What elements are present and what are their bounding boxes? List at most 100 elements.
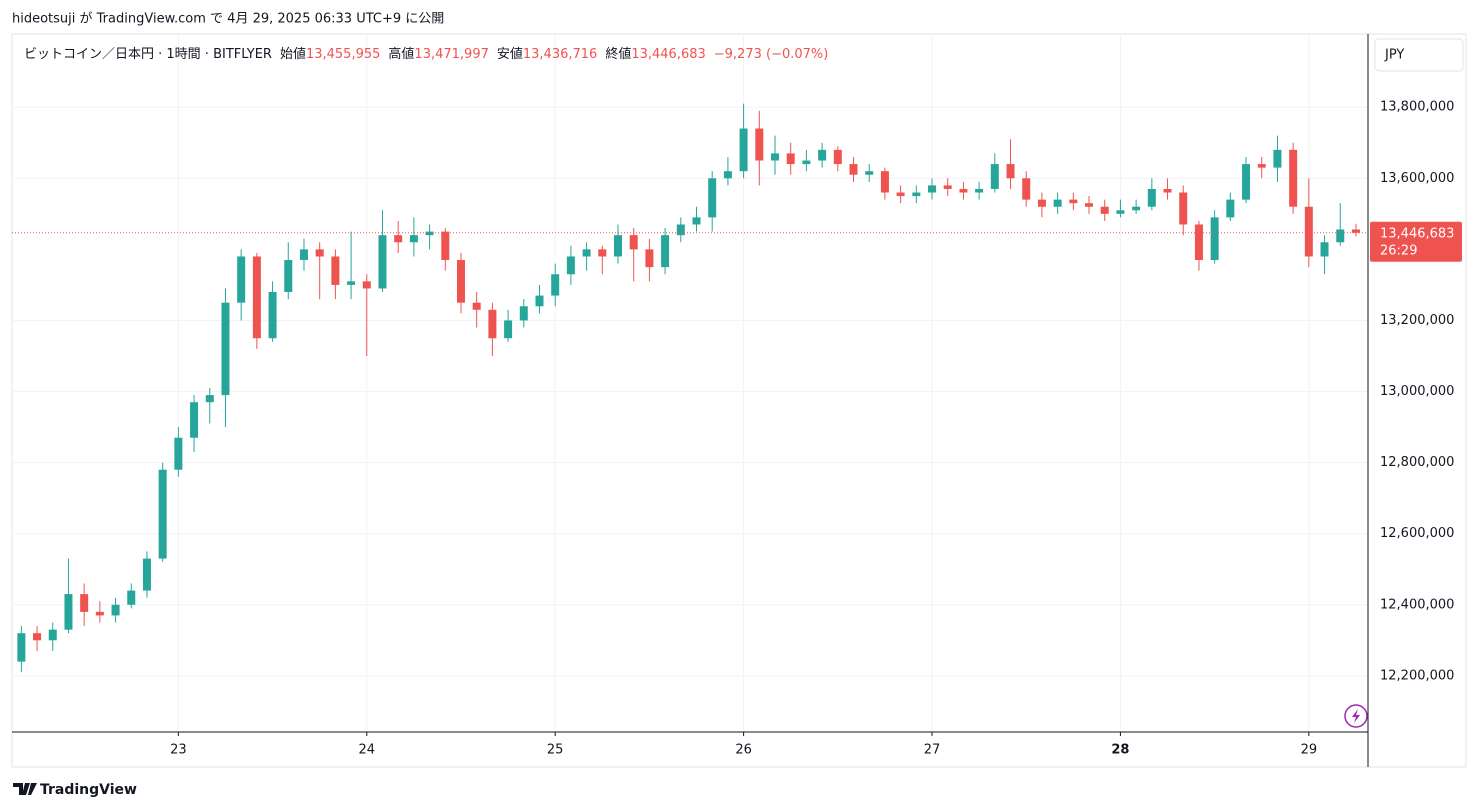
y-tick-label: 12,600,000 <box>1380 526 1454 541</box>
candle-body <box>362 281 371 289</box>
candle-body <box>1257 164 1266 168</box>
header-text: hideotsuji が TradingView.com で 4月 29, 20… <box>12 12 444 27</box>
candle-body <box>755 128 764 161</box>
candle-body <box>1022 178 1031 200</box>
candle-body <box>566 256 575 275</box>
candle-body <box>928 185 937 193</box>
change-value: −9,273 (−0.07%) <box>714 47 829 62</box>
candle-body <box>142 558 151 591</box>
candle-body <box>378 235 387 289</box>
ohlc-value: 13,471,997 <box>414 47 488 62</box>
candle-body <box>833 149 842 165</box>
ohlc-value: 13,436,716 <box>523 47 597 62</box>
candle-body <box>174 437 183 470</box>
x-tick-label: 25 <box>547 743 564 758</box>
candle-body <box>849 164 858 175</box>
candle-body <box>488 309 497 339</box>
candle-body <box>1006 164 1015 179</box>
candle-body <box>865 171 874 175</box>
candle-body <box>896 192 905 197</box>
candle-body <box>299 249 308 261</box>
candle-body <box>64 594 73 630</box>
x-tick-label: 27 <box>924 743 941 758</box>
candle-body <box>1069 199 1078 204</box>
x-tick-label: 29 <box>1301 743 1318 758</box>
ohlc-value: 13,446,683 <box>631 47 705 62</box>
ohlc-legend: ビットコイン／日本円 · 1時間 · BITFLYER 始値13,455,955 高… <box>24 46 828 62</box>
candle-body <box>1242 164 1251 200</box>
currency-button[interactable] <box>1374 38 1464 72</box>
candle-body <box>284 260 293 293</box>
ohlc-value: 13,455,955 <box>306 47 380 62</box>
candle-body <box>111 604 120 616</box>
candle-body <box>535 295 544 307</box>
candle-body <box>771 153 780 161</box>
chart-frame <box>11 33 1467 768</box>
candle-body <box>519 306 528 321</box>
candle-body <box>205 395 214 403</box>
candle-body <box>17 633 26 662</box>
candle-body <box>472 302 481 310</box>
x-tick-label: 28 <box>1111 743 1129 758</box>
y-tick-label: 13,000,000 <box>1380 384 1454 399</box>
y-tick-label: 12,800,000 <box>1380 455 1454 470</box>
candle-body <box>347 281 356 285</box>
candle-body <box>1179 192 1188 225</box>
candle-body <box>1336 229 1345 243</box>
ohlc-label: 始値 <box>280 46 306 62</box>
candle-body <box>943 185 952 189</box>
candle-body <box>1351 229 1360 233</box>
candle-body <box>582 249 591 257</box>
candle-body <box>394 235 403 243</box>
candle-body <box>818 149 827 161</box>
candle-body <box>1194 224 1203 261</box>
candle-body <box>456 260 465 303</box>
candle-body <box>221 302 230 396</box>
candle-body <box>1100 206 1109 214</box>
candle-body <box>1320 242 1329 257</box>
candle-body <box>80 594 89 612</box>
brand-logo <box>13 783 37 795</box>
candle-body <box>1132 206 1141 211</box>
candle-body <box>441 231 450 261</box>
y-tick-label: 12,200,000 <box>1380 668 1454 683</box>
ohlc-label: 安値 <box>497 46 523 62</box>
candle-body <box>1163 188 1172 193</box>
candle-body <box>1116 210 1125 214</box>
candle-body <box>1147 188 1156 207</box>
candle-body <box>1289 149 1298 207</box>
candle-body <box>1053 199 1062 207</box>
candle-body <box>1273 149 1282 168</box>
ohlc-label: 高値 <box>388 46 414 62</box>
ohlc-label: 終値 <box>605 46 631 62</box>
candle-body <box>48 629 57 641</box>
candle-body <box>708 178 717 218</box>
candle-body <box>315 249 324 257</box>
last-price-box <box>1370 221 1462 262</box>
overlay: 13,446,683 26:29 <box>12 221 1462 262</box>
x-tick-label: 26 <box>735 743 752 758</box>
candle-body <box>692 217 701 225</box>
candle-body <box>645 249 654 268</box>
x-tick-label: 23 <box>170 743 187 758</box>
y-tick-label: 13,800,000 <box>1380 100 1454 115</box>
candle-body <box>158 469 167 559</box>
candle-body <box>331 256 340 285</box>
y-tick-label: 12,400,000 <box>1380 597 1454 612</box>
y-tick-label: 13,200,000 <box>1380 313 1454 328</box>
candle-body <box>1304 206 1313 257</box>
candle-body <box>786 153 795 165</box>
candles <box>17 103 1360 673</box>
candle-body <box>723 171 732 179</box>
candle-body <box>551 274 560 296</box>
candle-body <box>990 164 999 189</box>
y-tick-label: 13,600,000 <box>1380 171 1454 186</box>
currency-label: JPY <box>1384 48 1404 63</box>
candle-body <box>504 320 513 339</box>
candle-body <box>739 128 748 172</box>
candle-body <box>252 256 261 339</box>
candle-body <box>802 160 811 165</box>
